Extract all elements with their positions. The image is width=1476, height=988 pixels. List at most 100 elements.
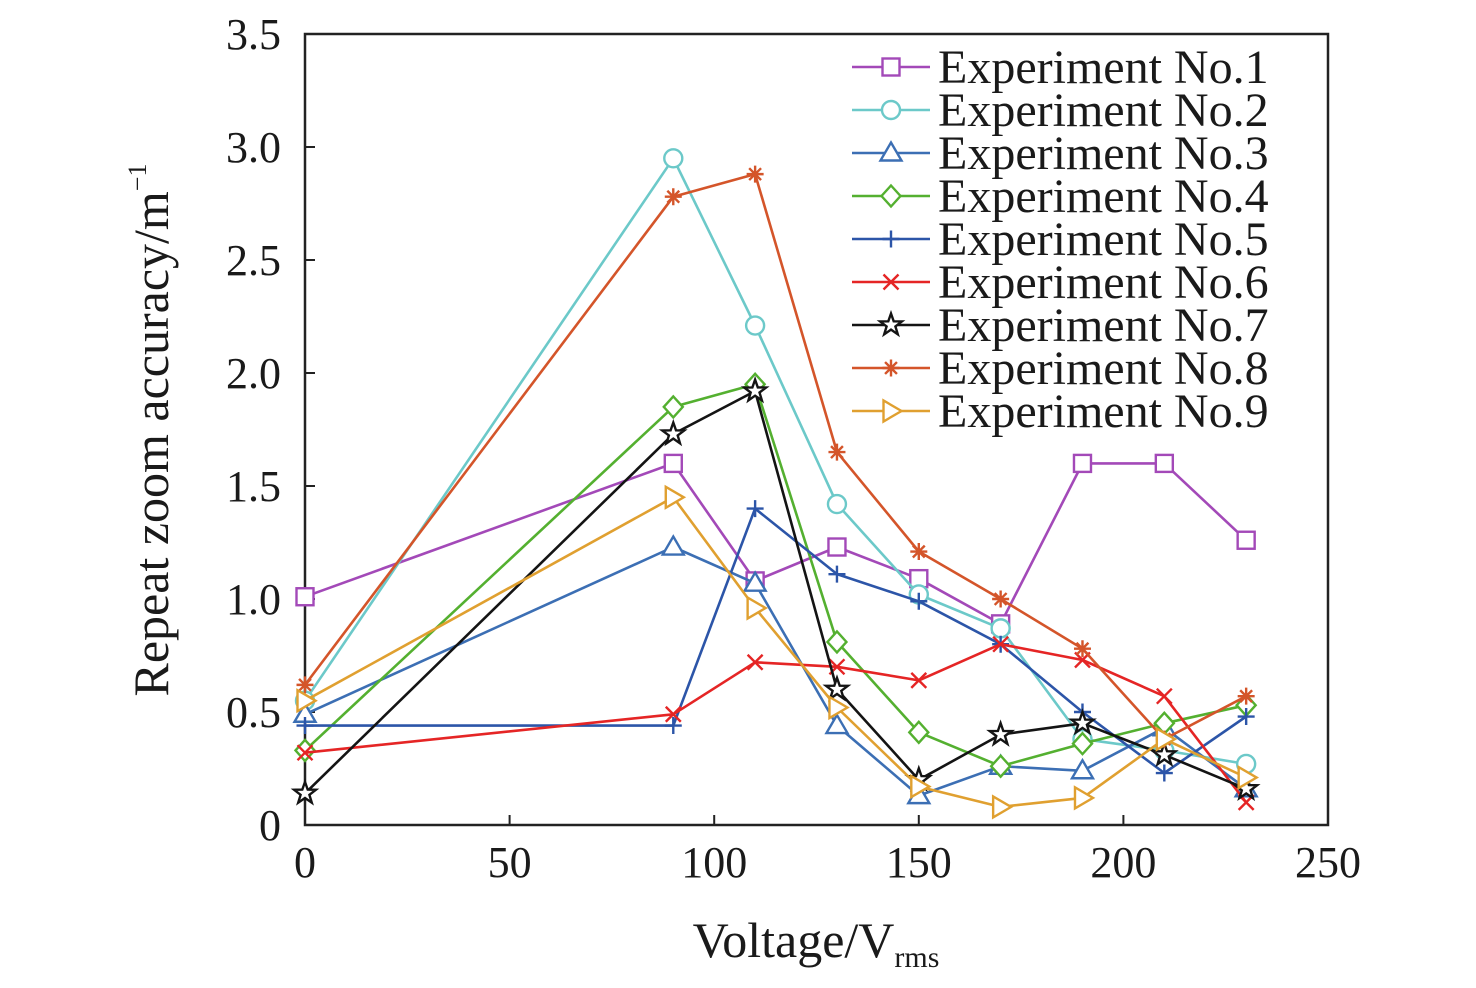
x-tick-label: 200 <box>1090 838 1156 887</box>
data-point <box>746 500 764 518</box>
data-point <box>910 672 928 689</box>
data-point <box>827 537 847 557</box>
legend-label: Experiment No.1 <box>938 41 1269 94</box>
data-point <box>1236 530 1256 550</box>
data-point <box>1155 764 1173 782</box>
legend-label: Experiment No.6 <box>938 256 1269 309</box>
data-point <box>296 744 314 762</box>
data-point <box>986 719 1016 747</box>
data-point <box>992 635 1009 653</box>
legend-label: Experiment No.8 <box>938 342 1269 395</box>
legend-label: Experiment No.5 <box>938 213 1269 266</box>
legend-label: Experiment No.4 <box>938 170 1269 223</box>
plot-frame <box>303 32 1330 827</box>
data-point <box>296 717 314 735</box>
data-point <box>1071 731 1094 756</box>
legend-item: Experiment No.2 <box>852 84 1269 137</box>
data-point <box>1073 785 1096 811</box>
data-point <box>1154 453 1175 474</box>
data-point <box>664 705 682 723</box>
data-point <box>910 592 928 610</box>
data-point <box>746 165 764 183</box>
data-point <box>746 595 769 621</box>
data-point <box>910 773 932 800</box>
data-point <box>825 629 849 655</box>
legend-item: Experiment No.9 <box>852 385 1269 438</box>
data-point <box>290 778 320 806</box>
data-point <box>822 674 852 702</box>
y-tick-label: 3.0 <box>226 123 281 172</box>
data-point <box>1072 453 1093 474</box>
legend-marker <box>882 273 900 291</box>
data-point <box>664 188 682 206</box>
data-point <box>740 375 770 404</box>
legend-label: Experiment No.7 <box>938 299 1269 352</box>
legend-marker <box>878 140 904 162</box>
data-point <box>990 618 1011 639</box>
data-point <box>907 720 930 745</box>
data-point <box>910 543 928 561</box>
data-point <box>296 676 314 694</box>
legend-marker <box>879 183 903 209</box>
legend-item: Experiment No.5 <box>852 213 1269 266</box>
data-point <box>828 565 846 583</box>
data-point <box>295 587 315 607</box>
data-point <box>742 570 768 592</box>
legend-item: Experiment No.7 <box>852 299 1269 352</box>
data-point <box>662 394 685 420</box>
data-point <box>658 418 688 447</box>
legend-label: Experiment No.9 <box>938 385 1269 438</box>
series-1 <box>295 453 1256 634</box>
x-tick-label: 50 <box>488 838 532 887</box>
data-point <box>1073 640 1091 658</box>
series-line <box>304 642 1248 804</box>
data-point <box>746 653 764 671</box>
x-tick-label: 100 <box>681 838 747 887</box>
legend-item: Experiment No.1 <box>852 41 1269 94</box>
x-tick-label: 0 <box>294 838 316 887</box>
legend-marker <box>882 359 900 377</box>
data-point <box>660 534 686 556</box>
data-point <box>1155 687 1173 705</box>
series-3 <box>292 534 1259 805</box>
legend-item: Experiment No.3 <box>852 127 1269 180</box>
legend-item: Experiment No.4 <box>852 170 1269 223</box>
data-point <box>991 794 1014 820</box>
x-tick-label: 250 <box>1295 838 1361 887</box>
data-point <box>1155 726 1178 752</box>
data-point <box>664 717 682 735</box>
legend-marker <box>876 309 906 338</box>
legend-item: Experiment No.8 <box>852 342 1269 395</box>
data-point <box>1069 757 1096 780</box>
data-point <box>824 712 850 735</box>
x-tick-label: 150 <box>886 838 952 887</box>
legend-marker <box>882 230 900 248</box>
legend-label: Experiment No.2 <box>938 84 1269 137</box>
y-tick-label: 0 <box>259 801 281 850</box>
legend-marker <box>882 398 904 424</box>
data-point <box>828 694 850 721</box>
series-line <box>304 495 1247 809</box>
legend-marker <box>881 57 901 77</box>
y-tick-label: 3.5 <box>226 10 281 59</box>
series-9 <box>296 484 1260 820</box>
series-line <box>304 462 1248 626</box>
legend-marker <box>880 99 902 121</box>
data-point <box>663 453 683 474</box>
series-group <box>290 148 1261 820</box>
data-point <box>989 753 1012 779</box>
legend-item: Experiment No.6 <box>852 256 1269 309</box>
x-axis-label: Voltage/Vrms <box>693 912 940 974</box>
y-tick-label: 1.0 <box>226 575 281 624</box>
data-point <box>664 484 687 510</box>
data-point <box>744 315 766 336</box>
data-point <box>1237 764 1260 791</box>
series-6 <box>296 635 1255 811</box>
y-tick-label: 1.5 <box>226 462 281 511</box>
data-point <box>992 590 1010 608</box>
y-axis-label: Repeat zoom accuracy/m−1 <box>123 164 179 697</box>
y-tick-label: 2.0 <box>226 349 281 398</box>
data-point <box>663 148 684 169</box>
data-point <box>826 493 848 515</box>
